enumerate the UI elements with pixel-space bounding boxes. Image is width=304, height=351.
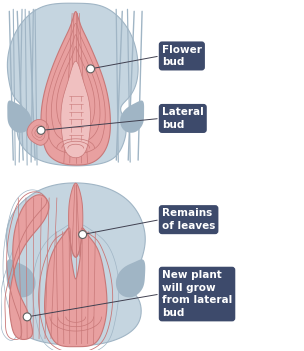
Circle shape <box>37 126 45 134</box>
Polygon shape <box>6 183 145 346</box>
Polygon shape <box>7 100 31 133</box>
Polygon shape <box>6 259 36 297</box>
Polygon shape <box>7 3 138 166</box>
Polygon shape <box>27 119 49 145</box>
Text: New plant
will grow
from lateral
bud: New plant will grow from lateral bud <box>162 270 232 318</box>
Circle shape <box>87 65 95 73</box>
Polygon shape <box>116 259 145 297</box>
Polygon shape <box>9 195 49 339</box>
Polygon shape <box>41 12 110 165</box>
Polygon shape <box>120 100 144 133</box>
Text: Lateral
bud: Lateral bud <box>162 107 204 130</box>
Circle shape <box>79 231 87 238</box>
Text: Remains
of leaves: Remains of leaves <box>162 208 215 231</box>
Polygon shape <box>45 228 107 347</box>
Text: Flower
bud: Flower bud <box>162 45 202 67</box>
Polygon shape <box>69 183 83 257</box>
Polygon shape <box>61 61 91 158</box>
Circle shape <box>23 313 31 321</box>
